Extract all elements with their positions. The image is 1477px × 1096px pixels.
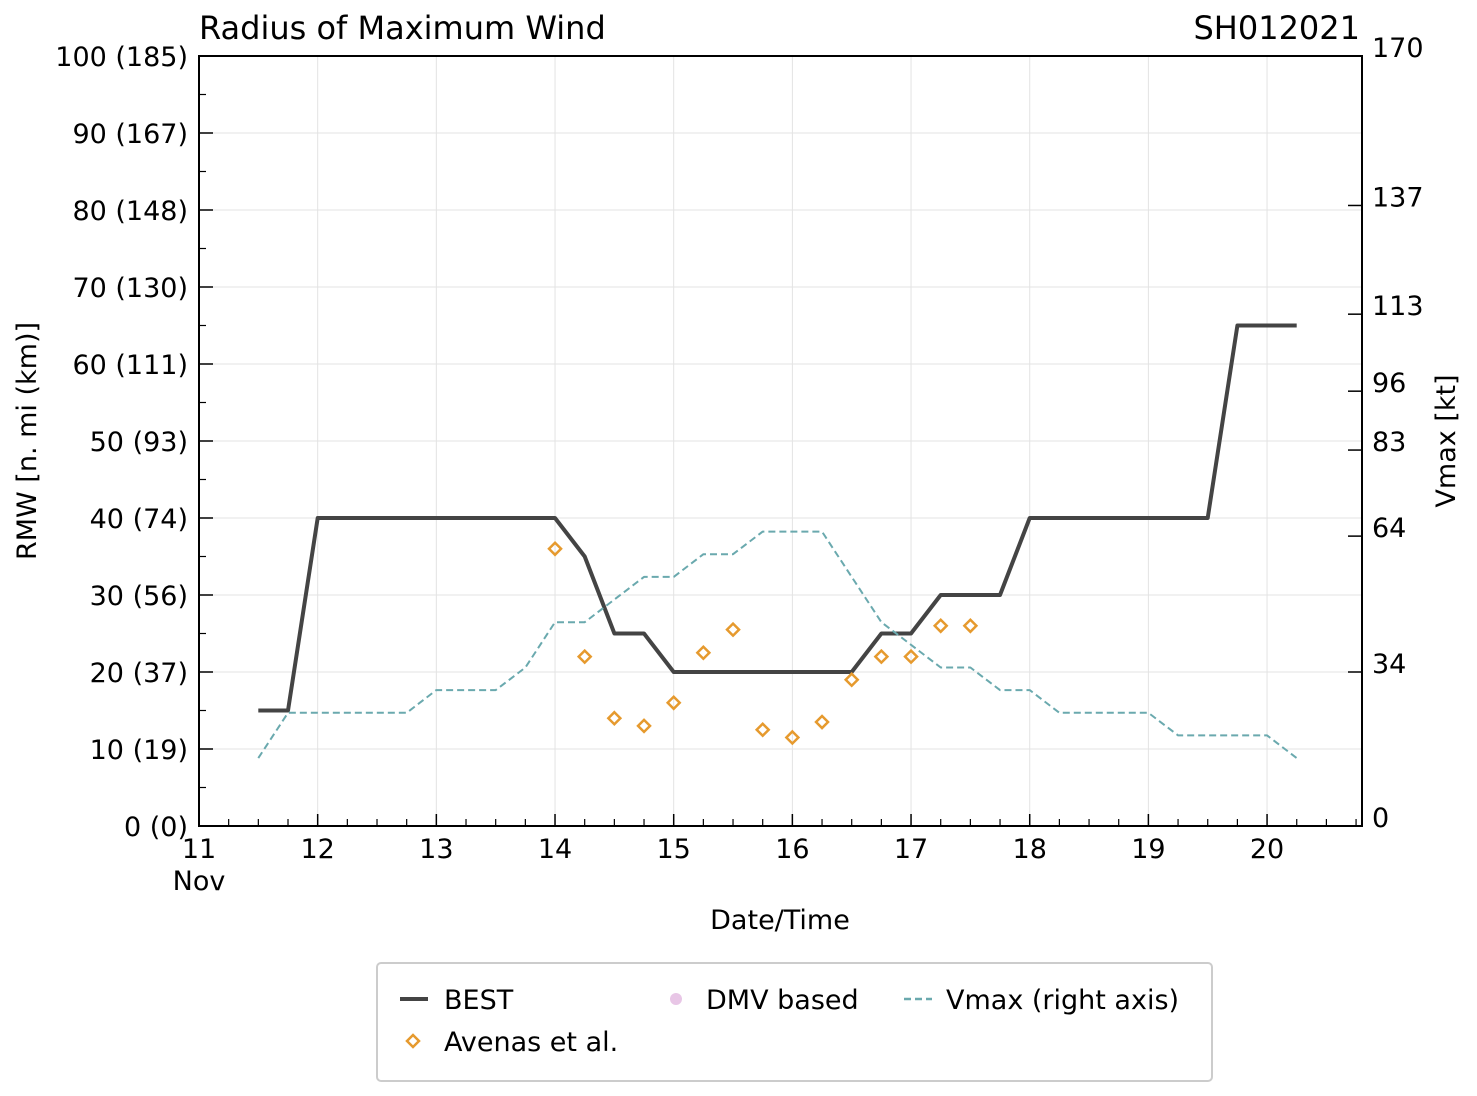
y2-tick-label: 170 bbox=[1372, 33, 1424, 64]
legend-box bbox=[376, 962, 1213, 1082]
legend-avenas-marker bbox=[405, 1033, 421, 1049]
avenas-et-al-point bbox=[754, 721, 771, 738]
avenas-et-al-point bbox=[903, 648, 919, 665]
y-tick-label: 90 (167) bbox=[72, 119, 188, 150]
y-tick-label: 40 (74) bbox=[90, 504, 188, 535]
avenas-et-al-point bbox=[547, 541, 563, 557]
y-tick-label: 20 (37) bbox=[90, 658, 188, 689]
avenas-et-al-point bbox=[932, 618, 949, 634]
legend: BEST Avenas et al. DMV based Vmax (right… bbox=[376, 962, 1213, 1082]
storm-id: SH012021 bbox=[1193, 9, 1360, 47]
avenas-et-al-point bbox=[636, 718, 652, 734]
y2-tick-label: 83 bbox=[1372, 427, 1406, 458]
y-axis-label: RMW [n. mi (km)] bbox=[12, 322, 43, 560]
y-tick-label: 30 (56) bbox=[90, 581, 188, 612]
avenas-et-al-point bbox=[725, 621, 741, 638]
y-tick-label: 100 (185) bbox=[55, 42, 188, 73]
x-tick-label: 13 bbox=[419, 834, 453, 865]
avenas-et-al-point bbox=[873, 648, 890, 665]
y2-tick-label: 34 bbox=[1372, 649, 1406, 680]
avenas-et-al-point bbox=[784, 729, 801, 746]
x-tick-label: 17 bbox=[894, 834, 928, 865]
y-tick-label: 10 (19) bbox=[90, 735, 188, 766]
legend-best-label: BEST bbox=[444, 985, 514, 1016]
x-tick-label: 19 bbox=[1131, 834, 1165, 865]
y2-tick-label: 137 bbox=[1372, 182, 1424, 213]
avenas-et-al-point bbox=[962, 618, 979, 634]
y-tick-label: 60 (111) bbox=[72, 350, 188, 381]
x-tick-label: 16 bbox=[775, 834, 809, 865]
x-tick-label: 14 bbox=[538, 834, 572, 865]
y2-tick-label: 0 bbox=[1372, 803, 1389, 834]
y2-tick-label: 96 bbox=[1372, 368, 1406, 399]
x-tick-label: 11 bbox=[182, 834, 216, 865]
legend-avenas-label: Avenas et al. bbox=[444, 1027, 618, 1058]
best-series-line bbox=[258, 323, 1297, 713]
avenas-et-al-point bbox=[665, 695, 682, 711]
y2-axis-label: Vmax [kt] bbox=[1431, 374, 1462, 507]
chart-title: Radius of Maximum Wind bbox=[199, 9, 606, 47]
y-tick-label: 0 (0) bbox=[124, 812, 188, 843]
y-tick-label: 70 (130) bbox=[72, 273, 188, 304]
legend-dmv-marker bbox=[670, 993, 682, 1005]
x-tick-label: 18 bbox=[1013, 834, 1047, 865]
y2-tick-label: 113 bbox=[1372, 291, 1424, 322]
x-tick-label: 12 bbox=[300, 834, 334, 865]
avenas-et-al-point bbox=[576, 648, 593, 665]
series-layer bbox=[257, 323, 1298, 759]
avenas-et-al-point bbox=[695, 644, 712, 661]
legend-dmv-label: DMV based bbox=[706, 985, 859, 1016]
y-tick-label: 50 (93) bbox=[90, 427, 188, 458]
avenas-et-al-point bbox=[606, 710, 623, 726]
legend-vmax-label: Vmax (right axis) bbox=[946, 985, 1179, 1016]
x-tick-sublabel: Nov bbox=[173, 866, 226, 897]
vmax-right-axis-series-line bbox=[257, 530, 1298, 759]
x-axis-label: Date/Time bbox=[710, 905, 850, 936]
grid-lines bbox=[198, 55, 1362, 827]
avenas-et-al-point bbox=[843, 671, 860, 688]
y2-tick-label: 64 bbox=[1372, 513, 1406, 544]
x-tick-label: 15 bbox=[657, 834, 691, 865]
x-tick-label: 20 bbox=[1250, 834, 1284, 865]
y-tick-label: 80 (148) bbox=[72, 196, 188, 227]
avenas-et-al-point bbox=[814, 714, 830, 730]
